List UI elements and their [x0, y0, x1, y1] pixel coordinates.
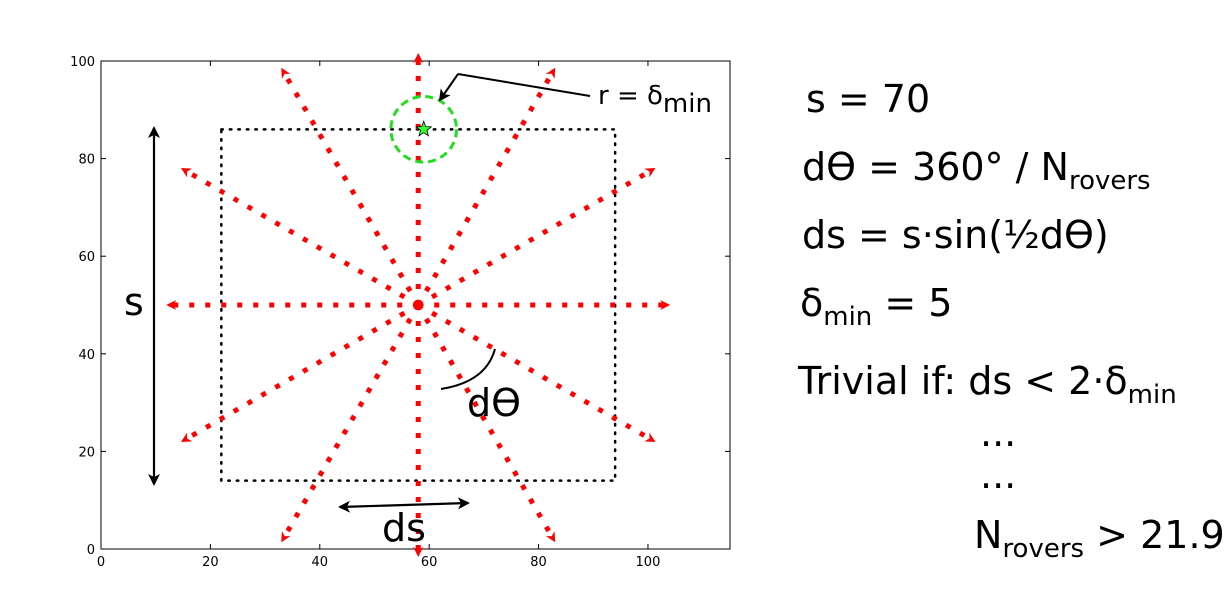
r-label: r = δmin [598, 81, 712, 119]
x-tick-label: 80 [530, 555, 547, 570]
equation-dtheta: dϴ = 360° / Nrovers [802, 145, 1151, 196]
r-pointer-line [457, 73, 591, 97]
x-axis-ticks: 0 20 40 60 80 100 [97, 61, 661, 570]
ds-arrow [338, 497, 470, 513]
dtheta-label: dϴ [467, 381, 521, 425]
dtheta-arc [440, 348, 496, 390]
rover-ray [281, 303, 421, 543]
y-tick-label: 60 [78, 250, 95, 265]
y-tick-label: 0 [87, 543, 95, 558]
y-axis-ticks: 0 20 40 60 80 100 [70, 55, 730, 558]
target-star-icon [415, 120, 433, 137]
y-tick-label: 40 [78, 348, 95, 363]
equation-delta-min: δmin = 5 [800, 281, 953, 332]
x-tick-label: 60 [421, 555, 438, 570]
rover-ray [416, 302, 656, 443]
equation-s: s = 70 [806, 77, 931, 121]
y-tick-label: 80 [78, 153, 95, 168]
x-tick-label: 0 [97, 555, 105, 570]
y-tick-label: 20 [78, 445, 95, 460]
ellipsis-2: ... [980, 453, 1017, 497]
rover-ray [416, 303, 556, 543]
ellipsis-1: ... [980, 411, 1017, 455]
equation-ds: ds = s·sin(½dϴ) [802, 213, 1109, 257]
target-radius-circle [389, 95, 459, 164]
equation-trivial: Trivial if: ds < 2·δmin [798, 359, 1177, 410]
rover-ray [180, 302, 420, 443]
x-tick-label: 100 [636, 555, 661, 570]
rover-ray [281, 67, 421, 307]
rover-rays [166, 53, 671, 557]
y-tick-label: 100 [70, 55, 95, 70]
rover-ray [416, 167, 656, 308]
rover-ray [416, 67, 556, 307]
s-label: s [124, 280, 144, 324]
x-tick-label: 40 [312, 555, 329, 570]
rover-ray [180, 167, 420, 308]
ds-label: ds [382, 506, 426, 550]
r-pointer-arrow [438, 73, 459, 102]
equation-nrovers: Nrovers > 21.9 [974, 513, 1225, 564]
x-tick-label: 20 [202, 555, 219, 570]
